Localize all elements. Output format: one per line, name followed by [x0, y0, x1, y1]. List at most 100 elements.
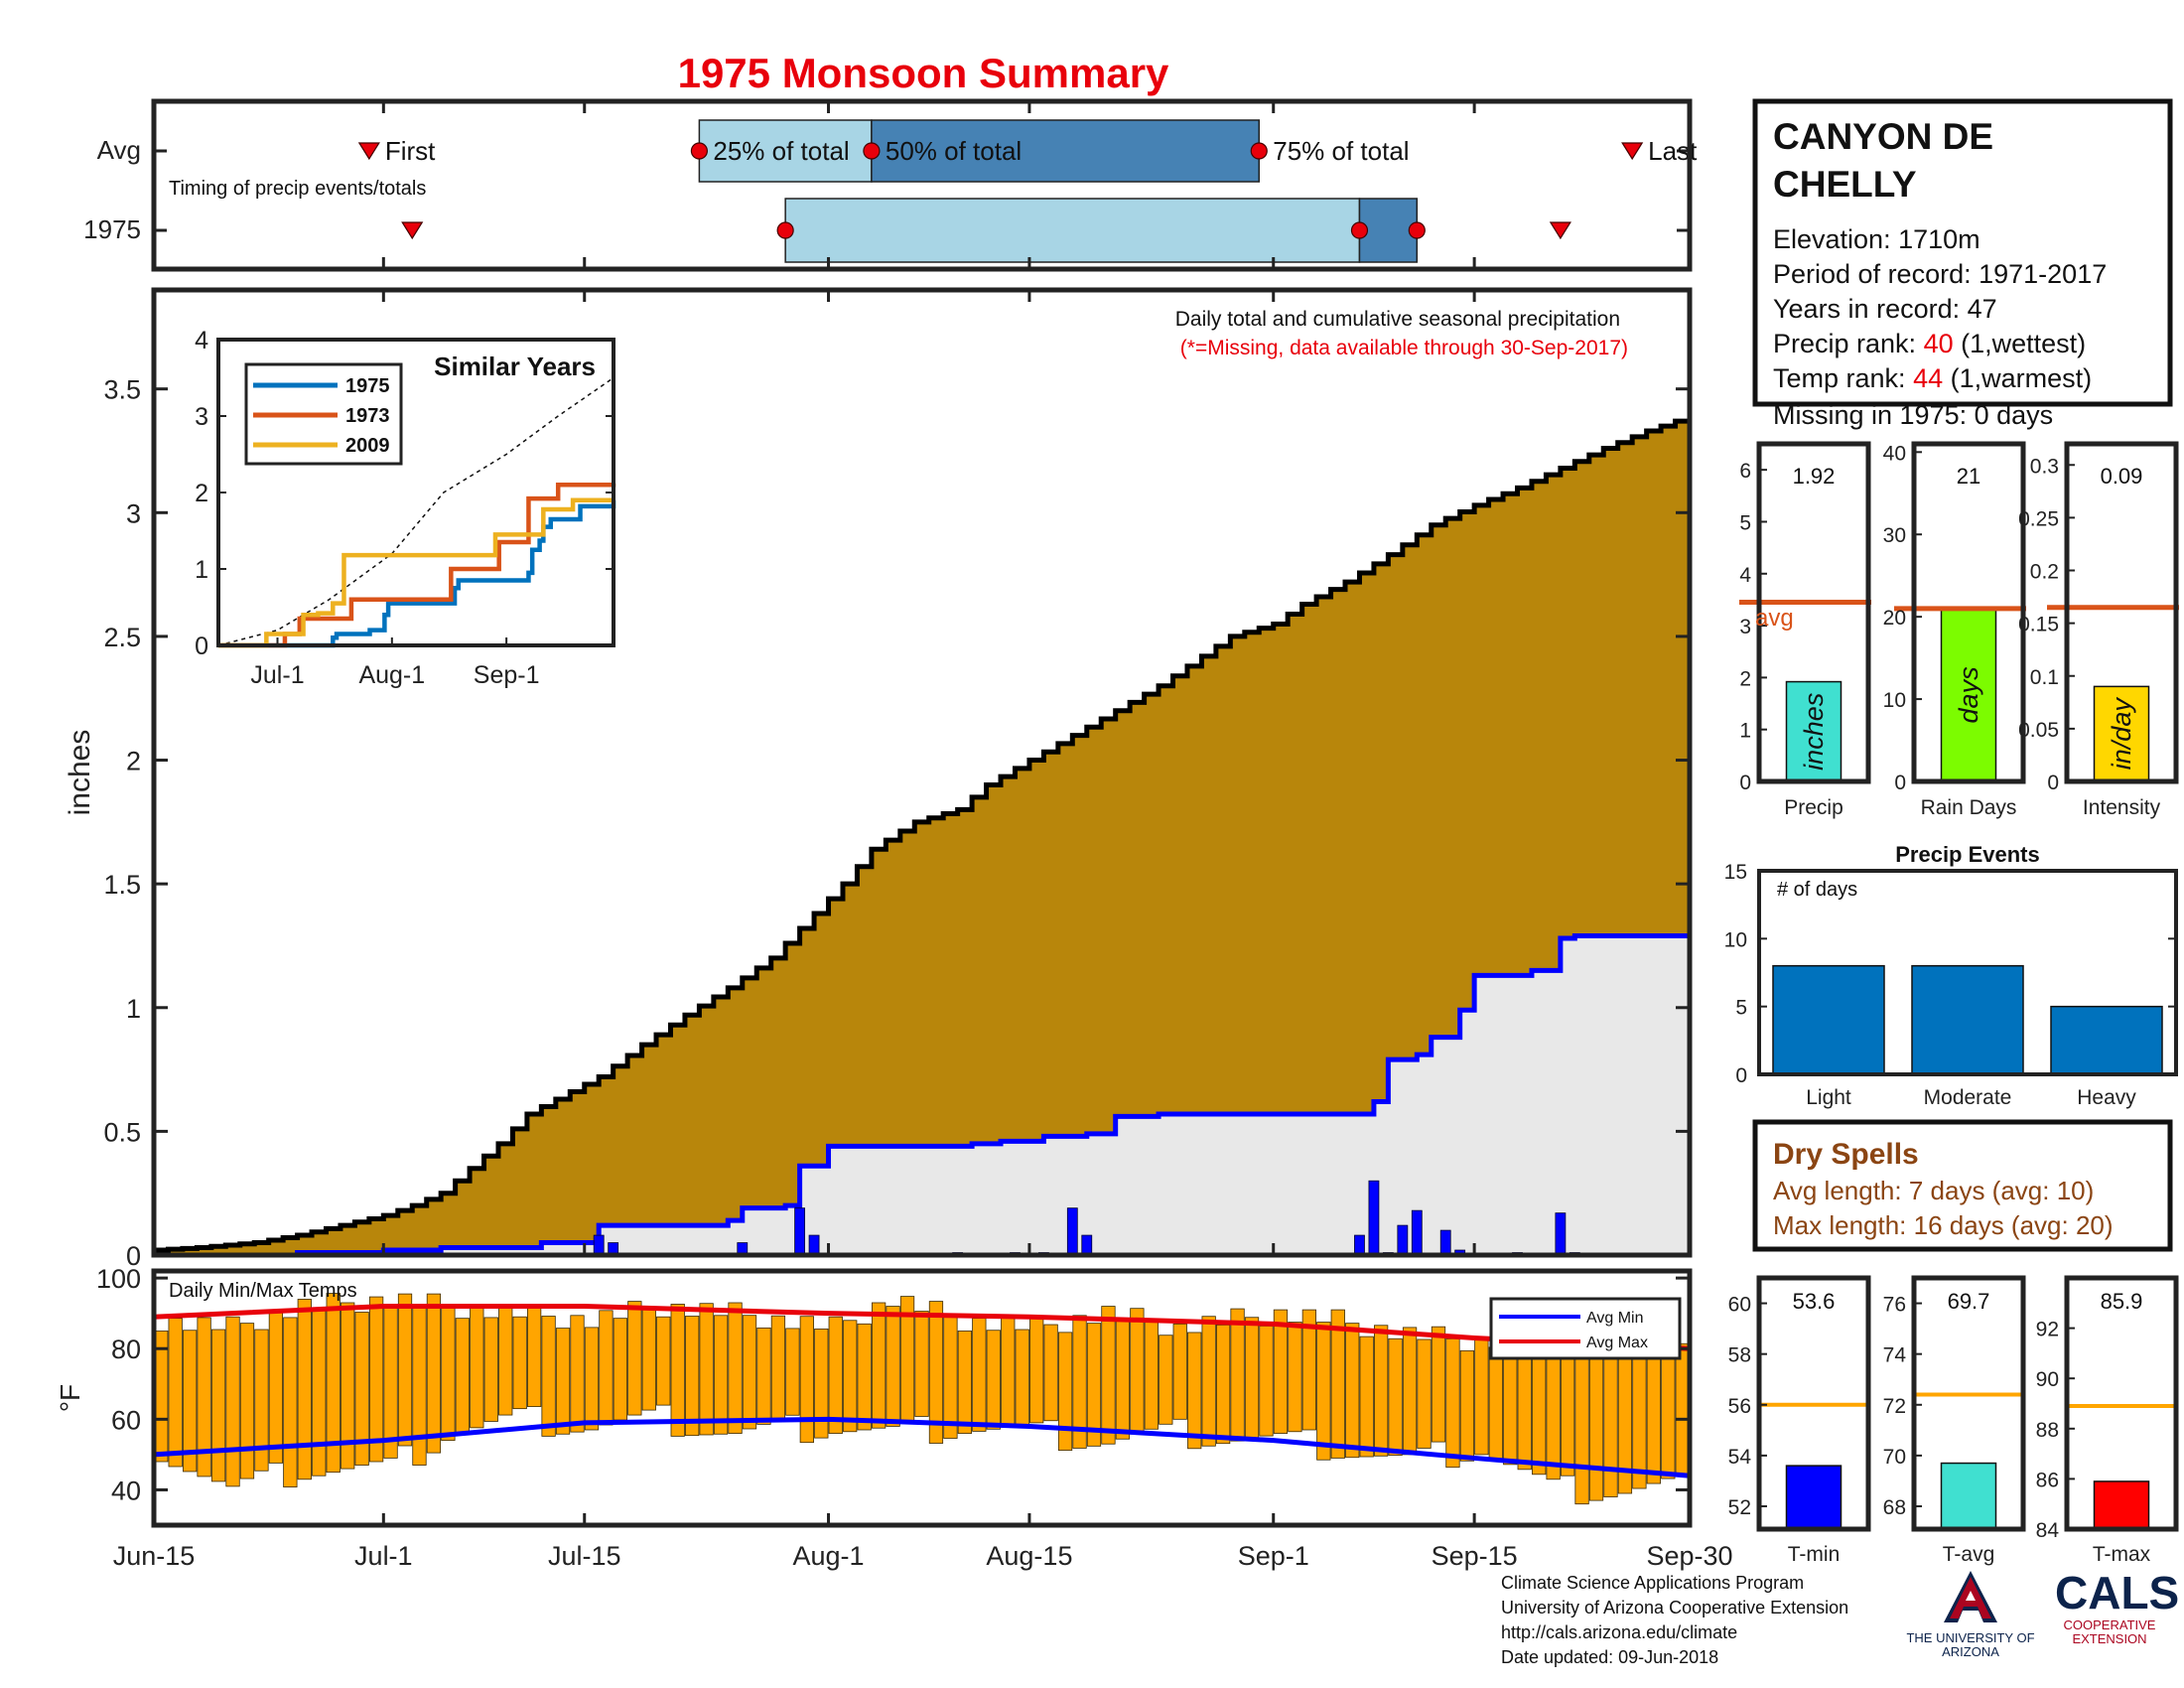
- temp-ylabel: °F: [55, 1384, 85, 1412]
- avg-min-line: [153, 1416, 1691, 1478]
- timing-marker-p50: [863, 142, 881, 160]
- daily-temp-bar: [498, 1304, 513, 1416]
- cals-wordmark: CALS: [2055, 1567, 2180, 1618]
- similar-xtick-label: Aug-1: [358, 661, 425, 689]
- dry-spells-frame: [1752, 1119, 2173, 1252]
- temp-summary-ytick-label: 90: [2036, 1368, 2059, 1391]
- daily-temp-bar: [1374, 1325, 1389, 1457]
- daily-precip-bar: [1411, 1209, 1423, 1256]
- summary-ytick-label: 0: [2047, 772, 2059, 794]
- daily-temp-bar: [383, 1306, 398, 1459]
- temp-summary-charts: 53.6 52 54 56 58 60 T-min 69.7 68 70 72 74 76 T-avg 85…: [1728, 1275, 2179, 1566]
- precip-events-ytick-label: 15: [1724, 861, 1747, 884]
- daily-temp-bar: [1488, 1346, 1503, 1461]
- credits: Climate Science Applications Program Uni…: [1501, 1571, 1848, 1670]
- daily-temp-bar: [154, 1331, 169, 1463]
- daily-temp-bar: [283, 1317, 298, 1488]
- summary-bar-unit: in/day: [2107, 697, 2136, 771]
- daily-temp-bar: [857, 1323, 872, 1431]
- daily-temp-bar: [470, 1305, 484, 1429]
- daily-temp-bar: [483, 1317, 498, 1422]
- daily-temp-bar: [1675, 1342, 1690, 1475]
- summary-ytick-label: 0.1: [2030, 666, 2059, 689]
- temp-summary-ytick-label: 58: [1728, 1344, 1751, 1367]
- daily-temp-bar: [183, 1330, 198, 1473]
- summary-frame-raindays: [1911, 441, 2026, 784]
- temp-summary-ytick-label: 52: [1728, 1496, 1751, 1519]
- daily-temp-bar: [1029, 1316, 1044, 1424]
- timing-label-p50: 50% of total: [886, 136, 1022, 166]
- temp-summary-value: 53.6: [1793, 1289, 1836, 1314]
- daily-temp-bar: [368, 1296, 384, 1463]
- temp-ytick-label: 100: [96, 1264, 141, 1294]
- precip-events-ytick-label: 10: [1724, 928, 1747, 951]
- daily-temp-bar: [1301, 1309, 1316, 1431]
- similar-legend-label: 1975: [345, 375, 390, 397]
- cumulative-ytick-label: 2: [126, 747, 141, 776]
- precip-events-ytick-label: 0: [1735, 1064, 1747, 1087]
- credits-line: Climate Science Applications Program: [1501, 1573, 1805, 1593]
- station-years: Years in record: 47: [1773, 294, 1997, 324]
- similar-legend-label: 1973: [345, 405, 390, 427]
- season-summary-charts: inches 1.92 0 1 2 3 4 5 6 Precip days 21 0 10 20 30 40 Ra…: [1739, 441, 2179, 819]
- summary-ytick-label: 1: [1739, 720, 1751, 743]
- daily-temp-bar: [584, 1327, 600, 1431]
- daily-temp-bar: [1144, 1321, 1159, 1430]
- daily-temp-bar: [1201, 1316, 1216, 1447]
- daily-precip-bar: [1555, 1212, 1567, 1256]
- summary-ytick-label: 40: [1883, 442, 1906, 465]
- daily-temp-bar: [641, 1309, 656, 1411]
- daily-temp-bar: [354, 1312, 369, 1466]
- similar-series-1973: [218, 483, 616, 648]
- daily-temp-bar: [1459, 1349, 1475, 1462]
- daily-temp-bar: [1330, 1309, 1345, 1459]
- station-name: CHELLY: [1773, 164, 1917, 205]
- similar-frame: [216, 338, 615, 647]
- daily-temp-bar: [871, 1302, 887, 1429]
- daily-precip-bar: [1081, 1234, 1093, 1256]
- summary-ytick-label: 6: [1739, 460, 1751, 483]
- similar-ytick-label: 2: [195, 480, 208, 507]
- precip-events-frame: [1757, 869, 2178, 1076]
- temp-summary-ytick-label: 92: [2036, 1319, 2059, 1341]
- daily-temp-bar: [555, 1328, 571, 1435]
- daily-temp-bar: [239, 1323, 255, 1479]
- station-precip-rank-part: (1,wettest): [1954, 329, 2087, 358]
- daily-temp-bar: [441, 1306, 456, 1442]
- credits-line: Date updated: 09-Jun-2018: [1501, 1647, 1719, 1667]
- daily-temp-bar: [685, 1316, 700, 1437]
- summary-bar-unit: days: [1954, 666, 1983, 723]
- temp-legend-label: Avg Min: [1586, 1310, 1644, 1327]
- daily-temp-bar: [197, 1317, 211, 1477]
- temp-summary-value: 69.7: [1948, 1289, 1990, 1314]
- daily-temp-bar: [972, 1318, 987, 1432]
- station-frame: [1752, 98, 2173, 407]
- daily-temp-bar: [1115, 1319, 1131, 1440]
- daily-temp-bar: [843, 1320, 858, 1433]
- daily-temp-bar: [312, 1308, 327, 1477]
- precip-events-bar: [2050, 1005, 2163, 1075]
- station-missing: Missing in 1975: 0 days: [1773, 400, 2053, 430]
- daily-temp-bar: [814, 1329, 829, 1439]
- daily-temp-bar: [1417, 1338, 1432, 1449]
- station-temp-rank-part: (1,warmest): [1943, 363, 2092, 393]
- timing-marker-p75: [1250, 142, 1268, 160]
- cumulative-precip-chart: 0 0.5 1 1.5 2 2.5 3 3.5 inches Daily total and cu…: [64, 287, 1693, 1271]
- timing-marker-first: [401, 221, 424, 240]
- timing-label-p75: 75% of total: [1273, 136, 1409, 166]
- station-precip-rank-part: 40: [1924, 329, 1954, 358]
- daily-temp-bar: [1187, 1332, 1202, 1450]
- credits-link[interactable]: http://cals.arizona.edu/climate: [1501, 1622, 1738, 1642]
- temp-summary-frame-tmin: [1756, 1275, 1871, 1532]
- summary-bar-unit: inches: [1799, 693, 1829, 771]
- timing-marker-p25: [776, 221, 794, 239]
- daily-precip-bar: [1439, 1229, 1451, 1256]
- cumulative-ytick-label: 3: [126, 498, 141, 528]
- timing-label-p25: 25% of total: [713, 136, 849, 166]
- cumulative-ytick-label: 1.5: [103, 870, 141, 900]
- daily-temp-bar: [1273, 1309, 1289, 1434]
- daily-temp-bar: [886, 1306, 900, 1427]
- temp-frame: [151, 1268, 1693, 1528]
- temp-summary-value: 85.9: [2101, 1289, 2143, 1314]
- temp-xtick-label: Sep-30: [1646, 1541, 1732, 1571]
